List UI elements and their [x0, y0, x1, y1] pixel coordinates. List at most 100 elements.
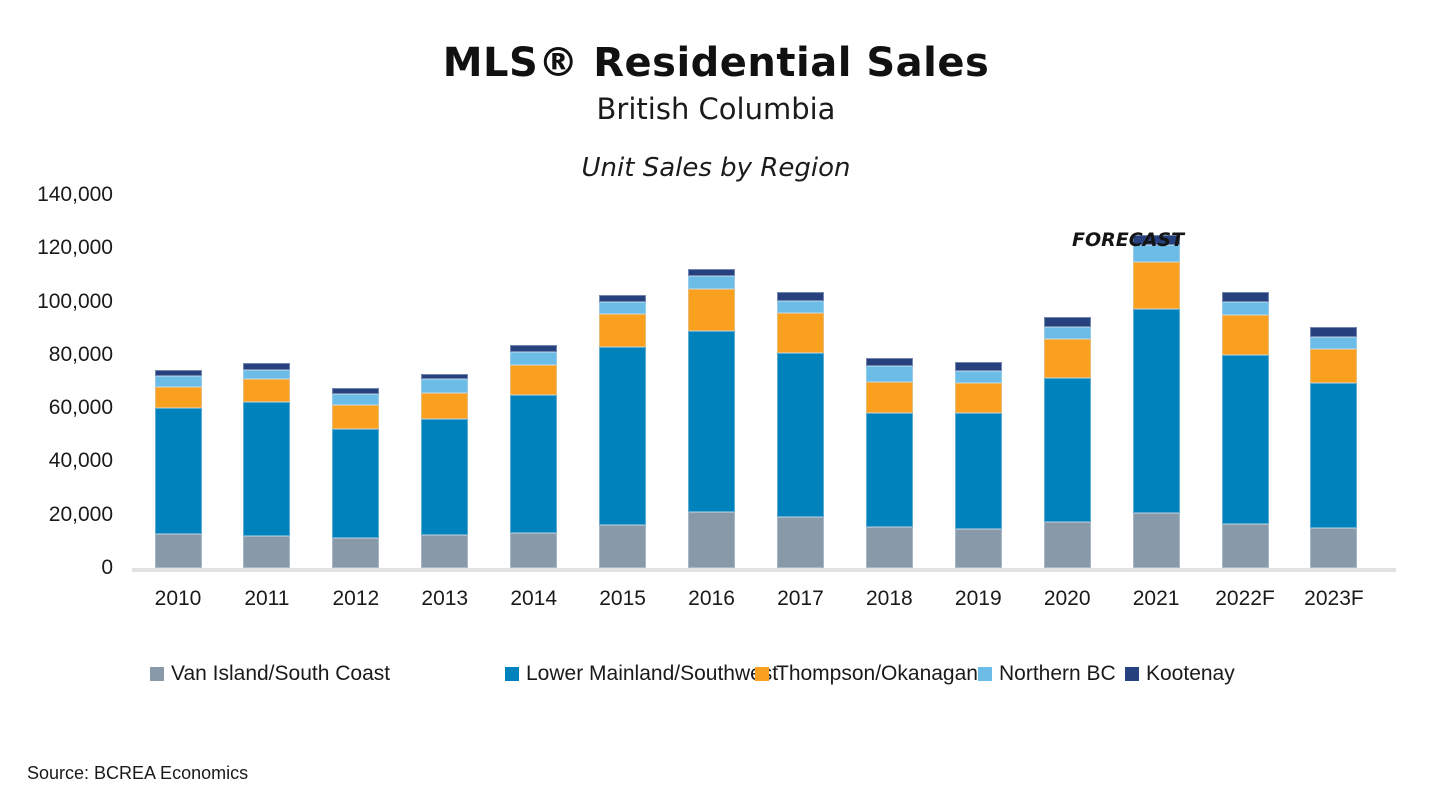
- bar-segment: [954, 382, 1002, 413]
- bar-segment: [1221, 301, 1269, 316]
- bar-2011: [243, 363, 291, 568]
- bar-segment: [865, 412, 913, 527]
- bar-segment: [421, 374, 469, 380]
- bar-segment: [1043, 317, 1091, 328]
- y-axis-label: 60,000: [48, 396, 113, 420]
- legend-swatch-icon: [1125, 667, 1139, 681]
- bar-segment: [776, 313, 824, 353]
- bar-segment: [1221, 354, 1269, 524]
- bar-segment: [1310, 336, 1358, 349]
- bar-segment: [1043, 327, 1091, 339]
- legend-item: Lower Mainland/Southwest: [505, 662, 778, 686]
- bar-segment: [865, 527, 913, 568]
- x-axis-label: 2020: [1043, 587, 1091, 610]
- bar-segment: [243, 363, 291, 370]
- bar-2015: [599, 295, 647, 568]
- legend-swatch-icon: [150, 667, 164, 681]
- bar-segment: [510, 351, 558, 366]
- y-axis-label: 40,000: [48, 449, 113, 473]
- bar-2023F: [1310, 327, 1358, 568]
- x-axis-label: 2010: [154, 587, 202, 610]
- bar-segment: [688, 289, 736, 331]
- legend-label: Northern BC: [999, 662, 1116, 685]
- bar-2022F: [1221, 292, 1269, 568]
- x-axis-label: 2014: [510, 587, 558, 610]
- bar-segment: [1310, 527, 1358, 568]
- y-axis-label: 80,000: [48, 342, 113, 366]
- bar-segment: [510, 344, 558, 352]
- legend-item: Kootenay: [1125, 662, 1235, 686]
- x-axis-line: [132, 568, 1396, 572]
- x-axis-label: 2023F: [1304, 587, 1364, 610]
- bar-segment: [154, 369, 202, 376]
- bar-segment: [865, 381, 913, 413]
- legend-item: Northern BC: [978, 662, 1116, 686]
- bar-2012: [332, 388, 380, 568]
- y-axis-label: 0: [101, 556, 113, 579]
- chart-section-title: Unit Sales by Region: [581, 153, 851, 183]
- x-axis-label: 2011: [244, 587, 290, 610]
- bar-2020: [1043, 317, 1091, 568]
- bar-segment: [599, 301, 647, 315]
- bar-2017: [776, 291, 824, 568]
- bar-segment: [599, 347, 647, 526]
- bar-segment: [776, 300, 824, 314]
- bar-segment: [688, 512, 736, 568]
- legend-label: Van Island/South Coast: [171, 662, 391, 685]
- bar-segment: [1221, 292, 1269, 302]
- bar-segment: [776, 352, 824, 518]
- bar-segment: [1310, 327, 1358, 337]
- x-axis-label: 2019: [954, 587, 1002, 610]
- x-axis-label: 2022F: [1215, 587, 1275, 610]
- bar-segment: [954, 412, 1002, 530]
- legend-label: Kootenay: [1146, 662, 1235, 685]
- bar-segment: [954, 529, 1002, 568]
- bar-segment: [1310, 382, 1358, 528]
- bar-2013: [421, 374, 469, 568]
- y-axis-label: 20,000: [48, 502, 113, 526]
- bar-2019: [954, 362, 1002, 568]
- bar-segment: [154, 407, 202, 535]
- bar-segment: [421, 392, 469, 420]
- x-axis-label: 2016: [688, 587, 735, 610]
- bar-segment: [332, 388, 380, 394]
- bar-segment: [688, 268, 736, 276]
- bar-segment: [154, 375, 202, 387]
- bar-2010: [154, 369, 202, 568]
- bar-segment: [776, 291, 824, 301]
- bar-2014: [510, 344, 558, 568]
- bar-segment: [1132, 234, 1180, 245]
- legend-item: Van Island/South Coast: [150, 662, 390, 686]
- x-axis-label: 2013: [421, 587, 469, 610]
- bar-segment: [865, 366, 913, 382]
- bar-segment: [332, 393, 380, 405]
- bar-segment: [1043, 338, 1091, 379]
- bar-segment: [510, 533, 558, 568]
- bar-segment: [688, 330, 736, 513]
- source-note: Source: BCREA Economics: [27, 763, 249, 783]
- bar-segment: [332, 429, 380, 538]
- x-axis-label: 2015: [599, 587, 646, 610]
- bar-segment: [243, 379, 291, 402]
- bar-segment: [1132, 512, 1180, 568]
- bar-segment: [421, 535, 469, 568]
- bar-segment: [243, 536, 291, 568]
- bar-2016: [688, 268, 736, 568]
- bar-segment: [243, 402, 291, 536]
- bar-segment: [154, 386, 202, 408]
- bar-segment: [599, 295, 647, 302]
- bar-segment: [1043, 378, 1091, 522]
- x-axis-label: 2021: [1132, 587, 1180, 610]
- bar-segment: [421, 379, 469, 393]
- bar-segment: [954, 370, 1002, 383]
- bar-segment: [510, 365, 558, 396]
- legend-swatch-icon: [755, 667, 769, 681]
- chart-main-title: MLS® Residential Sales: [442, 40, 990, 86]
- bar-segment: [865, 358, 913, 367]
- bar-segment: [1221, 315, 1269, 355]
- bar-segment: [599, 525, 647, 568]
- bar-segment: [688, 275, 736, 290]
- bar-segment: [954, 362, 1002, 371]
- bar-2018: [865, 358, 913, 568]
- y-axis-label: 120,000: [37, 236, 113, 260]
